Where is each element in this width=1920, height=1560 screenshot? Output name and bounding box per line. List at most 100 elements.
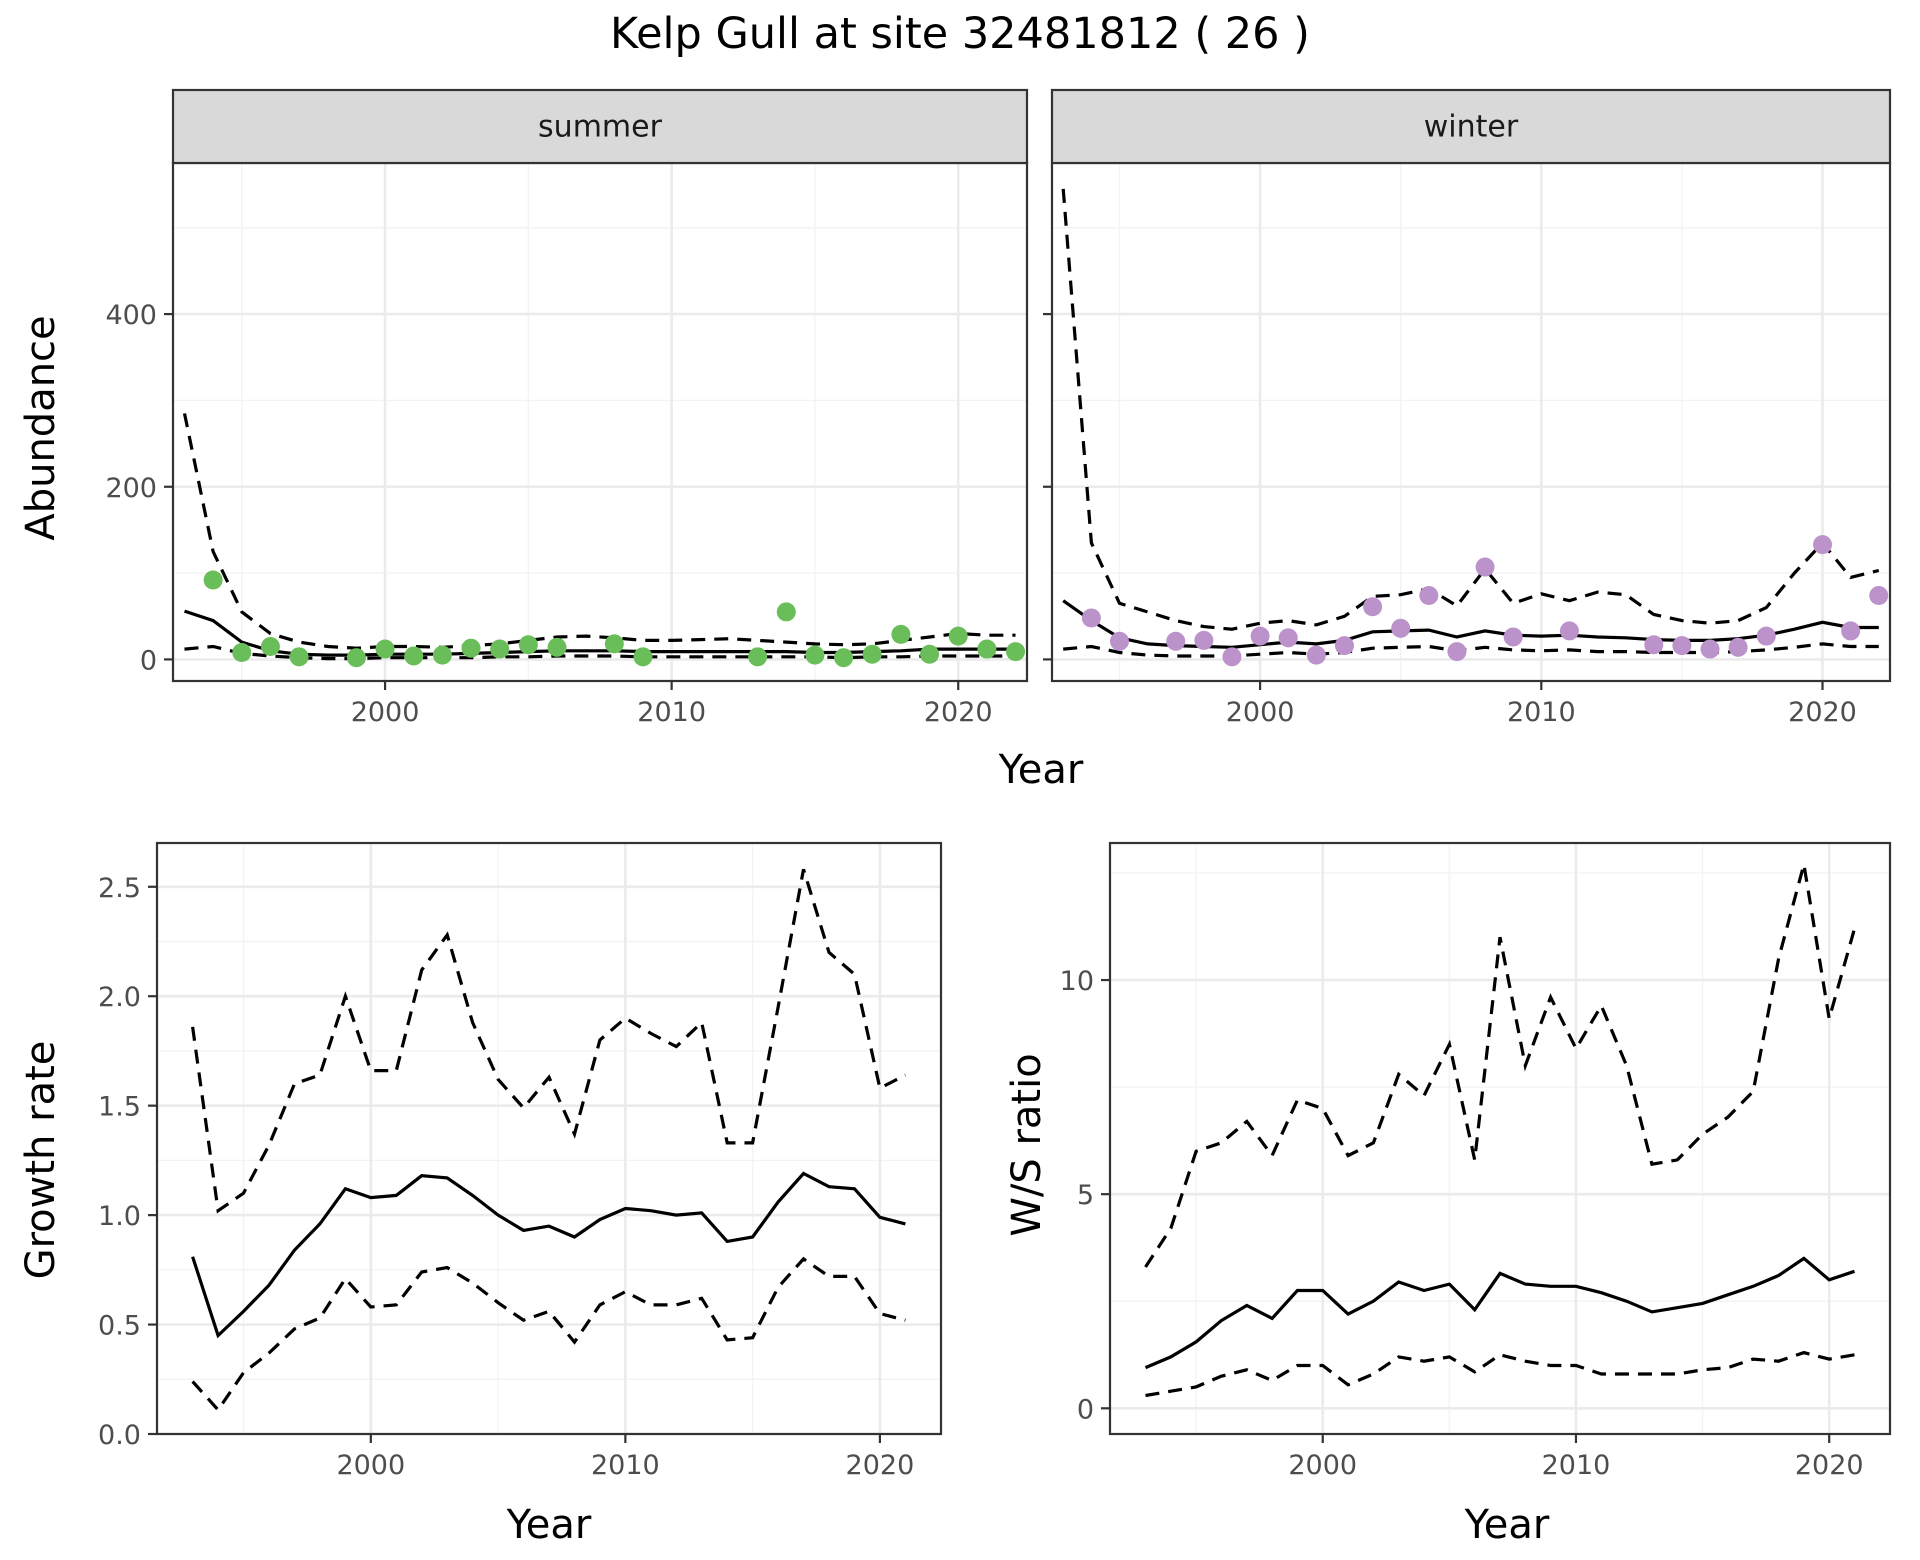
summer-data-point — [518, 635, 538, 655]
ratio-y-tick-label: 5 — [1077, 1180, 1094, 1211]
growth-y-tick-label: 0.5 — [98, 1311, 141, 1342]
winter-data-point — [1728, 637, 1748, 657]
winter-plot-background — [1052, 163, 1890, 681]
growth-y-tick-label: 1.5 — [98, 1092, 141, 1123]
summer-panel: summer 2000 2010 2020 0 200 400 — [105, 88, 1029, 728]
summer-data-point — [432, 645, 452, 665]
summer-data-point — [461, 638, 481, 658]
top-x-axis-title: Year — [998, 747, 1084, 793]
winter-data-point — [1306, 645, 1326, 665]
ratio-x-tick-label: 2020 — [1795, 1450, 1864, 1481]
ratio-y-tick-label: 0 — [1077, 1394, 1094, 1425]
winter-strip — [1050, 88, 1892, 165]
growth-x-tick-label: 2010 — [591, 1450, 660, 1481]
ratio-series-lower-line — [1145, 1350, 1855, 1398]
growth-rate-panel: 2000 2010 2020 0.0 0.5 1.0 1.5 2.0 2.5 — [98, 841, 943, 1481]
winter-data-point — [1475, 557, 1495, 577]
summer-x-tick-label: 2020 — [924, 697, 993, 728]
winter-data-point — [1841, 621, 1861, 641]
ratio-panel-border — [1108, 841, 1892, 1436]
winter-strip-label: winter — [1424, 110, 1519, 145]
figure-title: Kelp Gull at site 32481812 ( 26 ) — [610, 9, 1310, 59]
winter-data-point — [1756, 626, 1776, 646]
growth-x-tick-label: 2020 — [846, 1450, 915, 1481]
summer-data-point — [977, 639, 997, 659]
summer-strip-label: summer — [538, 110, 663, 145]
summer-series-upper-line — [182, 413, 1016, 650]
winter-data-point — [1447, 642, 1467, 662]
winter-x-tick-label: 2000 — [1226, 697, 1295, 728]
summer-data-point — [633, 647, 653, 667]
winter-x-tick-label: 2020 — [1788, 697, 1857, 728]
growth-series-lower-line — [191, 1256, 906, 1413]
summer-data-point — [203, 570, 223, 590]
summer-data-point — [490, 639, 510, 659]
growth-y-tick-label: 2.0 — [98, 982, 141, 1013]
summer-data-point — [375, 639, 395, 659]
summer-x-tick-label: 2000 — [351, 697, 420, 728]
abundance-y-axis-title: Abundance — [18, 315, 64, 540]
winter-data-point — [1869, 586, 1889, 606]
summer-data-point — [547, 637, 567, 657]
summer-data-point — [805, 645, 825, 665]
summer-data-point — [404, 646, 424, 666]
winter-series-upper-line — [1061, 188, 1880, 631]
winter-data-point — [1813, 535, 1833, 555]
winter-panel: winter 2000 2010 2020 — [1043, 88, 1892, 728]
winter-data-point — [1559, 621, 1579, 641]
summer-y-tick-label: 200 — [105, 473, 157, 504]
winter-data-point — [1419, 586, 1439, 606]
summer-y-tick-label: 400 — [105, 300, 157, 331]
summer-x-tick-label: 2010 — [637, 697, 706, 728]
growth-y-tick-label: 1.0 — [98, 1201, 141, 1232]
ratio-x-tick-label: 2010 — [1542, 1450, 1611, 1481]
summer-data-point — [232, 643, 252, 663]
growth-x-tick-label: 2000 — [336, 1450, 405, 1481]
winter-data-point — [1109, 631, 1129, 651]
winter-data-point — [1700, 639, 1720, 659]
ws-ratio-panel: 2000 2010 2020 0 5 10 — [1060, 841, 1892, 1481]
summer-strip — [171, 88, 1029, 165]
winter-data-point — [1166, 631, 1186, 651]
winter-data-point — [1503, 627, 1523, 647]
winter-data-point — [1194, 630, 1214, 650]
growth-y-tick-label: 0.0 — [98, 1420, 141, 1451]
winter-data-point — [1363, 597, 1383, 617]
summer-data-point — [346, 648, 366, 668]
summer-data-point — [1006, 642, 1026, 662]
growth-series-upper-line — [191, 868, 907, 1214]
growth-y-axis-title: Growth rate — [18, 1041, 64, 1280]
winter-data-point — [1334, 636, 1354, 656]
winter-data-point — [1672, 636, 1692, 656]
summer-data-point — [604, 634, 624, 654]
growth-y-tick-label: 2.5 — [98, 873, 141, 904]
winter-data-point — [1391, 618, 1411, 638]
ratio-x-axis-title: Year — [1464, 1502, 1550, 1548]
growth-series-estimate-line — [191, 1171, 906, 1339]
ratio-y-axis-title: W/S ratio — [1004, 1053, 1050, 1236]
summer-y-tick-label: 0 — [140, 645, 157, 676]
summer-data-point — [834, 648, 854, 668]
summer-data-point — [776, 602, 796, 622]
winter-data-point — [1250, 626, 1270, 646]
summer-data-point — [862, 644, 882, 664]
ratio-series-upper-line — [1144, 863, 1857, 1268]
summer-data-point — [289, 647, 309, 667]
ratio-series-estimate-line — [1144, 1256, 1856, 1370]
summer-data-point — [920, 644, 940, 664]
summer-data-point — [748, 647, 768, 667]
ratio-y-tick-label: 10 — [1060, 966, 1094, 997]
winter-data-point — [1278, 628, 1298, 648]
summer-plot-background — [173, 163, 1027, 681]
summer-data-point — [948, 626, 968, 646]
winter-data-point — [1222, 647, 1242, 667]
growth-x-axis-title: Year — [506, 1502, 592, 1548]
summer-data-point — [891, 624, 911, 644]
winter-data-point — [1644, 635, 1664, 655]
ratio-x-tick-label: 2000 — [1288, 1450, 1357, 1481]
growth-panel-border — [155, 841, 943, 1436]
winter-x-tick-label: 2010 — [1507, 697, 1576, 728]
summer-data-point — [260, 636, 280, 656]
winter-data-point — [1081, 608, 1101, 628]
